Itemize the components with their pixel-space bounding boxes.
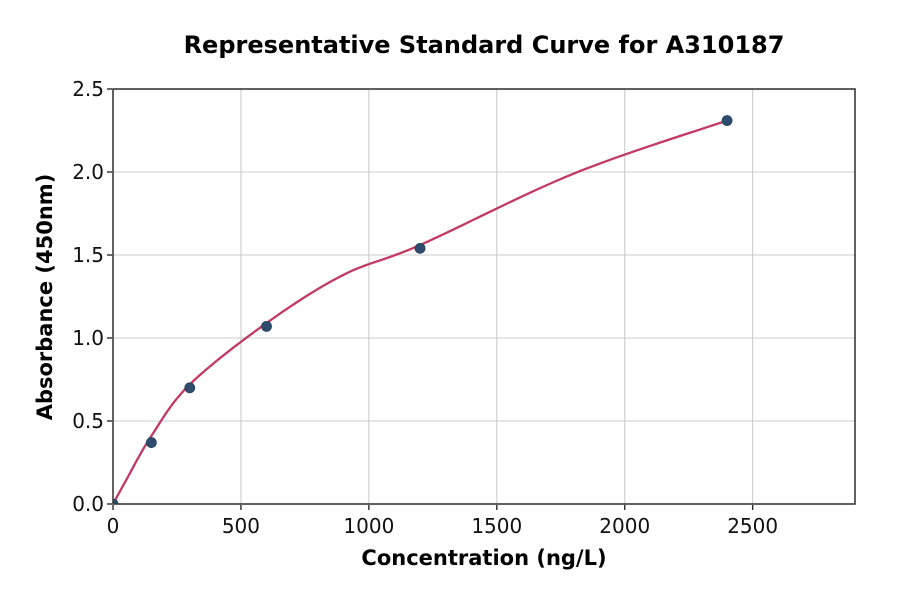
y-tick-label: 0.5: [72, 409, 104, 433]
data-point: [414, 242, 426, 254]
x-tick-label: 500: [222, 514, 260, 538]
y-tick-label: 2.0: [72, 160, 104, 184]
data-point: [145, 437, 157, 448]
data-point: [721, 115, 733, 126]
y-tick-label: 0.0: [72, 492, 104, 516]
chart-title: Representative Standard Curve for A31018…: [183, 31, 785, 59]
y-tick-label: 1.5: [72, 243, 104, 267]
data-point: [184, 382, 196, 394]
x-axis-label: Concentration (ng/L): [361, 546, 607, 570]
x-tick-label: 0: [107, 514, 120, 538]
plot-border: [112, 88, 856, 505]
y-tick-label: 1.0: [72, 326, 104, 350]
x-tick-label: 2000: [599, 514, 650, 538]
x-tick-label: 1500: [471, 514, 522, 538]
data-point: [113, 498, 119, 504]
x-tick-label: 1000: [343, 514, 394, 538]
fit-curve: [113, 119, 729, 504]
y-axis-label: Absorbance (450nm): [33, 173, 57, 421]
y-tick-label: 2.5: [72, 77, 104, 101]
data-point: [261, 320, 272, 332]
x-tick-label: 2500: [727, 514, 778, 538]
